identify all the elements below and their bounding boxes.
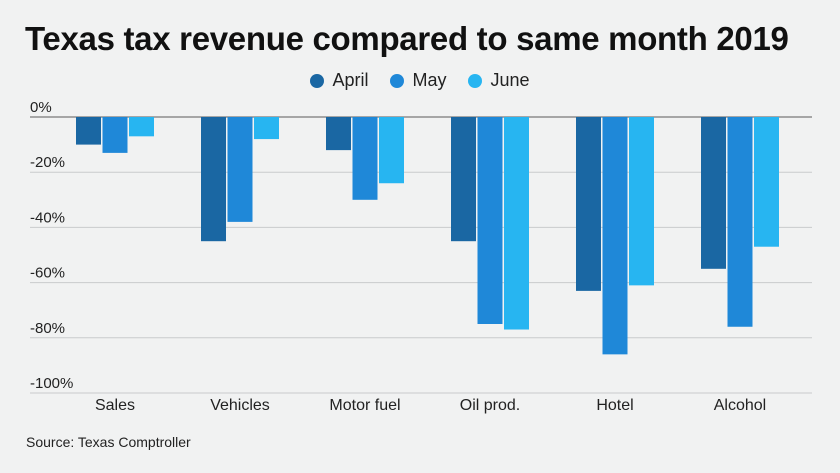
y-tick-label: -100% [30,375,73,392]
y-tick-label: -60% [30,265,65,282]
legend-item-may: May [390,70,446,91]
bar-june-1 [254,117,279,140]
x-tick-label: Hotel [596,397,633,414]
bar-may-1 [227,117,253,222]
bar-june-4 [629,117,654,286]
legend-swatch-june [468,73,483,88]
bar-june-5 [754,117,779,247]
bar-june-3 [504,117,529,330]
legend-swatch-may [390,73,405,88]
chart-title: Texas tax revenue compared to same month… [25,20,789,57]
bar-april-1 [201,117,226,242]
legend-swatch-april [310,73,325,88]
y-tick-label: -80% [30,320,65,337]
bar-june-2 [379,117,404,184]
bar-june-0 [129,117,154,137]
y-tick-label: -40% [30,209,65,226]
x-tick-label: Sales [95,397,135,414]
x-tick-label: Alcohol [714,397,766,414]
legend-label-may: May [412,70,447,90]
x-tick-label: Motor fuel [329,397,400,414]
legend-item-april: April [310,70,368,91]
bar-may-5 [727,117,753,327]
y-tick-label: -20% [30,154,65,171]
x-tick-label: Vehicles [210,397,270,414]
legend-item-june: June [468,70,530,91]
bar-april-4 [576,117,601,291]
source-note: Source: Texas Comptroller [26,434,191,450]
bar-may-2 [352,117,378,200]
bar-may-0 [102,117,128,153]
bar-april-2 [326,117,351,151]
legend-label-april: April [332,70,369,90]
x-tick-label: Oil prod. [460,397,520,414]
bar-april-3 [451,117,476,242]
y-tick-label: 0% [30,99,52,116]
bar-may-4 [602,117,628,355]
bar-may-3 [477,117,503,324]
chart-legend: April May June [0,70,840,91]
bar-april-5 [701,117,726,269]
bar-april-0 [76,117,101,145]
legend-label-june: June [490,70,530,90]
